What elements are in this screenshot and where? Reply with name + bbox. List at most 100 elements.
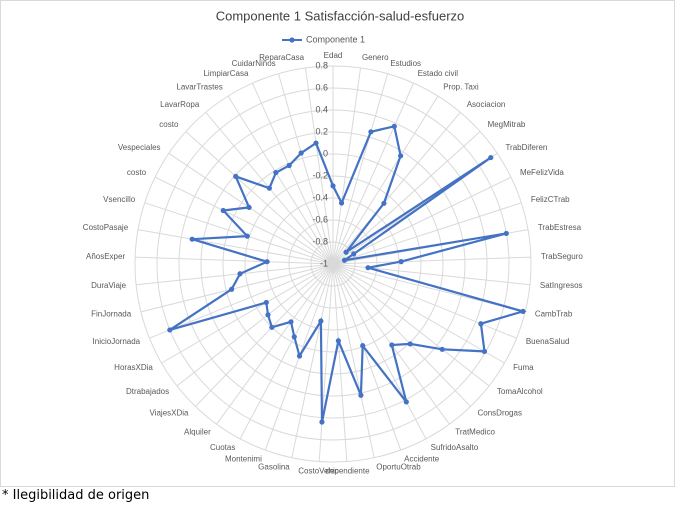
marker [398, 153, 404, 159]
category-label: FelizCTrab [531, 195, 570, 204]
marker [439, 346, 445, 352]
spoke [154, 176, 334, 265]
category-label: Prop. Taxi [443, 83, 479, 92]
spoke [332, 263, 402, 451]
category-label: AñosExper [86, 252, 125, 261]
category-label: HorasXDia [114, 363, 153, 372]
spoke [216, 263, 334, 425]
marker [351, 251, 357, 257]
spoke [332, 263, 375, 458]
category-label: TrabSeguro [541, 252, 584, 261]
marker [360, 343, 366, 349]
category-label: ConsDrogas [477, 409, 521, 418]
category-label: BuenaSalud [526, 337, 570, 346]
category-label: SatIngresos [540, 281, 583, 290]
marker [167, 327, 173, 333]
spoke [149, 263, 334, 339]
marker [335, 338, 341, 344]
marker [266, 185, 272, 191]
category-label: Cuotas [210, 443, 235, 452]
category-label: MeFelizVida [520, 168, 564, 177]
spoke [195, 263, 334, 407]
legend-marker [289, 37, 295, 43]
r-tick-label: -0.2 [312, 170, 328, 180]
category-label: Accidente [404, 455, 440, 464]
spoke [332, 263, 427, 440]
category-label: TratMedico [455, 427, 495, 436]
marker [403, 399, 409, 405]
marker [391, 123, 397, 129]
spoke [332, 176, 512, 265]
marker [343, 249, 349, 255]
spoke [332, 82, 414, 265]
category-label: costo [127, 168, 147, 177]
spoke [161, 263, 334, 364]
spoke [332, 202, 522, 265]
marker [269, 324, 275, 330]
category-label: ViajesXDia [150, 409, 190, 418]
marker [237, 271, 243, 277]
category-label: Vsencillo [103, 195, 136, 204]
marker [341, 257, 348, 263]
category-label: Fuma [513, 363, 534, 372]
category-label: CostoPasaje [83, 223, 129, 232]
spoke [136, 263, 334, 286]
marker [264, 259, 270, 265]
marker [358, 392, 364, 398]
r-tick-label: 0.4 [315, 104, 328, 114]
marker [244, 233, 250, 239]
spoke [135, 256, 334, 265]
r-tick-label: -1 [320, 258, 328, 268]
marker [273, 169, 279, 176]
spoke [332, 112, 461, 265]
spoke [332, 73, 389, 265]
spoke [277, 73, 334, 265]
category-label: CostoVehic [298, 467, 338, 476]
category-label: OportuOtrab [376, 463, 421, 472]
category-label: Genero [362, 53, 389, 62]
category-label: InicioJornada [93, 337, 141, 346]
category-label: SufridoAsalto [431, 443, 479, 452]
spoke [304, 67, 334, 265]
marker [478, 321, 484, 327]
marker [319, 419, 325, 425]
marker [291, 334, 297, 340]
category-label: MegMitrab [488, 120, 526, 129]
spoke [227, 95, 334, 265]
marker [389, 342, 395, 348]
marker [488, 154, 494, 161]
category-label: CambTrab [535, 309, 573, 318]
r-tick-label: 0 [323, 148, 328, 158]
marker [298, 150, 304, 156]
marker [330, 183, 336, 189]
marker [338, 200, 345, 206]
spoke [332, 256, 531, 265]
category-label: DuraViaje [91, 281, 127, 290]
r-tick-label: -0.6 [312, 214, 328, 224]
r-tick-label: 0.6 [315, 82, 328, 92]
r-tick-label: -0.4 [312, 192, 328, 202]
marker [229, 286, 235, 292]
footnote: * Ilegibilidad de origen [2, 488, 150, 503]
marker [503, 230, 509, 237]
category-label: FinJornada [91, 309, 132, 318]
marker [286, 162, 292, 169]
r-tick-label: 0.2 [315, 126, 328, 136]
marker [381, 200, 387, 206]
category-label: Dtrabajados [126, 387, 169, 396]
spoke [332, 263, 517, 339]
marker [233, 173, 239, 180]
marker [288, 319, 294, 325]
category-label: TrabEstresa [538, 223, 582, 232]
marker [318, 318, 324, 324]
category-label: TrabDiferen [505, 143, 547, 152]
spoke [176, 263, 334, 387]
category-label: costo [159, 120, 179, 129]
spoke [239, 263, 334, 440]
marker [365, 265, 371, 271]
category-label: Estudios [390, 59, 421, 68]
marker [520, 308, 526, 314]
category-label: Montenimi [225, 455, 262, 464]
category-label: LimpiarCasa [203, 69, 248, 78]
